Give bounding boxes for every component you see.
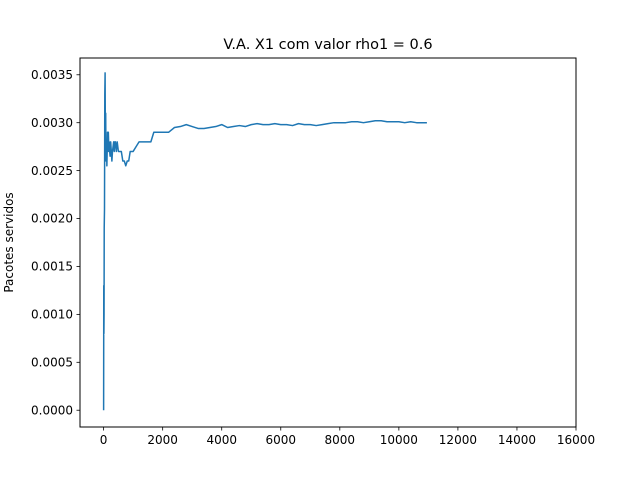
series-line-0	[102, 72, 427, 411]
plot-content	[102, 72, 427, 411]
x-tick-label: 10000	[380, 433, 418, 447]
x-tick-label: 4000	[206, 433, 237, 447]
x-axis-ticks: 0 2000 4000 6000 8000 10000 12000 14000 16000	[100, 427, 595, 447]
chart-title: V.A. X1 com valor rho1 = 0.6	[223, 37, 432, 53]
x-tick-label: 2000	[147, 433, 178, 447]
y-tick-label: 0.0015	[31, 260, 73, 274]
y-tick-label: 0.0010	[31, 308, 73, 322]
y-tick-label: 0.0000	[31, 403, 73, 417]
y-tick-label: 0.0020	[31, 212, 73, 226]
x-tick-label: 16000	[557, 433, 595, 447]
y-tick-label: 0.0030	[31, 116, 73, 130]
x-tick-label: 12000	[439, 433, 477, 447]
y-axis-ticks: 0.0000 0.0005 0.0010 0.0015 0.0020 0.0025 0.00…	[31, 68, 80, 417]
y-tick-label: 0.0005	[31, 356, 73, 370]
y-tick-label: 0.0035	[31, 68, 73, 82]
y-tick-label: 0.0025	[31, 164, 73, 178]
x-tick-label: 6000	[265, 433, 296, 447]
x-tick-label: 14000	[498, 433, 536, 447]
x-tick-label: 8000	[325, 433, 356, 447]
axes-frame	[79, 57, 577, 428]
y-axis-label: Pacotes servidos	[2, 192, 16, 292]
x-tick-label: 0	[100, 433, 108, 447]
